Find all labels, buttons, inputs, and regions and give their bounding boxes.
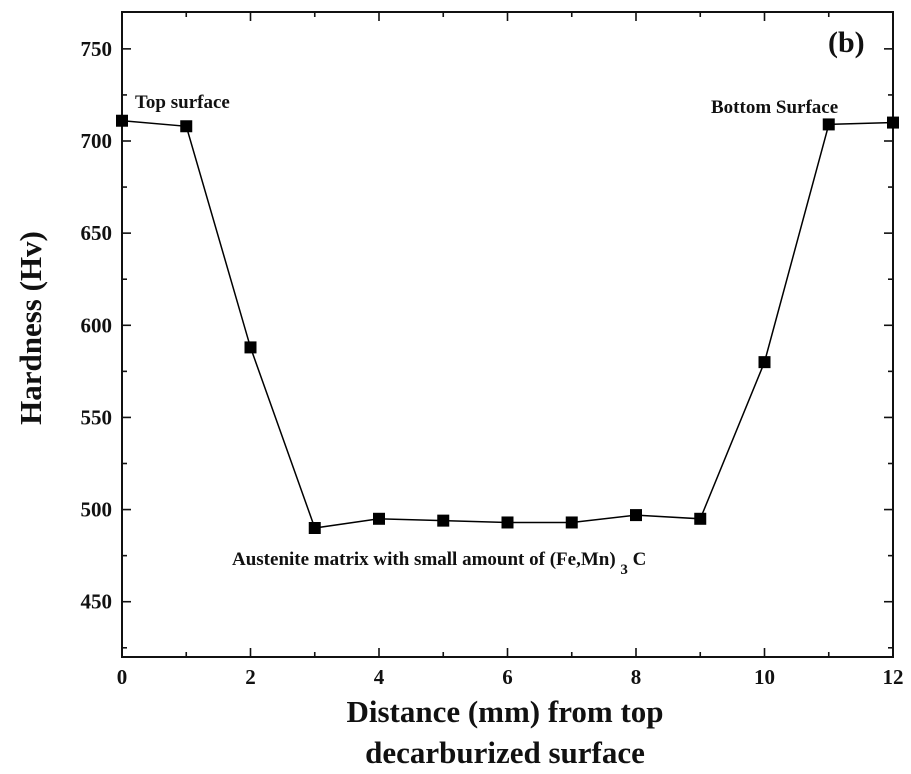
data-point [308, 522, 321, 534]
y-axis-title: Hardness (Hv) [13, 231, 48, 425]
x-tick-label: 8 [631, 665, 642, 689]
data-point [630, 509, 642, 522]
x-tick-label: 10 [754, 665, 775, 689]
annotation-matrix-main: Austenite matrix with small amount of (F… [232, 549, 616, 570]
x-tick-label: 4 [374, 665, 385, 689]
axis-ticks: 0 2 4 6 8 10 12 450 500 550 600 650 700 750 [81, 12, 904, 689]
annotation-austenite-matrix: Austenite matrix with small amount of (F… [232, 549, 646, 579]
data-point [373, 512, 385, 525]
x-axis-title-line2: decarburized surface [365, 735, 645, 770]
data-point [565, 516, 578, 529]
annotation-bottom-surface: Bottom Surface [711, 97, 838, 118]
annotation-top-surface: Top surface [135, 92, 230, 113]
data-point [758, 356, 771, 369]
y-tick-label: 600 [81, 313, 113, 337]
annotation-matrix-subscript: 3 [620, 562, 628, 578]
data-point [694, 512, 707, 525]
annotation-matrix-end: C [633, 549, 647, 570]
y-tick-label: 750 [81, 37, 113, 61]
x-tick-label: 0 [117, 665, 128, 689]
series-line [121, 119, 894, 529]
data-point [501, 516, 514, 529]
data-point [180, 120, 193, 133]
data-point [116, 114, 128, 127]
x-tick-label: 2 [245, 665, 256, 689]
x-tick-label: 6 [502, 665, 513, 689]
data-point [822, 118, 835, 131]
y-tick-label: 550 [81, 405, 113, 429]
x-axis-title-line1: Distance (mm) from top [346, 694, 663, 729]
y-tick-label: 500 [81, 498, 113, 522]
data-point [887, 116, 899, 129]
y-tick-label: 700 [81, 129, 113, 153]
y-tick-label: 650 [81, 221, 113, 245]
panel-label: (b) [828, 26, 865, 59]
data-point [244, 341, 257, 354]
hardness-series [116, 114, 899, 534]
y-tick-label: 450 [81, 590, 113, 614]
x-tick-label: 12 [883, 665, 904, 689]
data-point [437, 514, 450, 527]
